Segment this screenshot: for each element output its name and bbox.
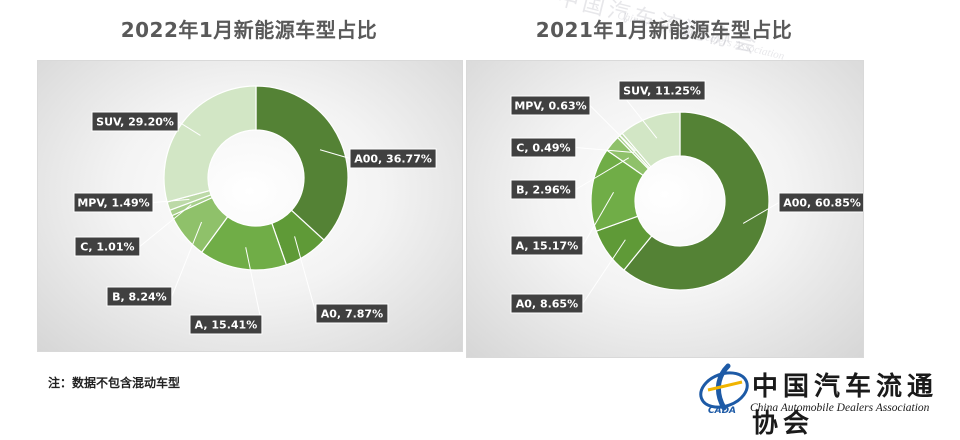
slice-suv [621, 111, 681, 168]
data-label-a00: A00, 36.77% [354, 153, 432, 166]
data-label-box-b [106, 286, 173, 307]
leader-line-suv [177, 121, 201, 136]
data-label-box-a [510, 235, 584, 256]
leader-line-c [139, 204, 192, 247]
chart-title-2021: 2021年1月新能源车型占比 [535, 18, 793, 42]
logo-abbr: CADA [708, 406, 737, 416]
data-label-box-a00 [778, 192, 863, 213]
data-label-box-suv [91, 111, 179, 132]
leader-line-b [575, 157, 630, 190]
cada-emblem-icon [699, 363, 749, 411]
leader-line-a00 [319, 149, 351, 159]
data-label-box-c [510, 137, 577, 158]
leader-line-a00 [742, 202, 780, 224]
data-label-box-a [189, 314, 263, 335]
slice-a00 [623, 111, 770, 291]
chart-panel-2021: A00, 60.85% A0, 8.65% A, 15.17% B, 2.96% C, … [466, 60, 864, 358]
chart-title-2022: 2022年1月新能源车型占比 [120, 18, 378, 42]
data-label-box-b [510, 179, 577, 200]
data-label-mpv: MPV, 1.49% [77, 197, 149, 210]
data-label-box-c [74, 236, 141, 257]
data-label-box-suv [618, 80, 706, 101]
donut-chart-2022: A00, 36.77% A0, 7.87% A, 15.41% B, 8.24% C, … [73, 85, 437, 335]
leader-line-b [171, 221, 203, 297]
data-label-mpv: MPV, 0.63% [514, 100, 586, 113]
leader-line-a [245, 247, 263, 325]
data-label-a00: A00, 60.85% [783, 197, 861, 210]
slice-a00 [255, 85, 349, 241]
data-label-b: B, 2.96% [516, 184, 571, 197]
data-label-suv: SUV, 11.25% [623, 85, 701, 98]
logo-name-en: China Automobile Dealers Association [750, 402, 930, 414]
leader-line-mpv [589, 105, 636, 152]
data-label-a0: A0, 8.65% [516, 298, 578, 311]
data-label-suv: SUV, 29.20% [96, 116, 174, 129]
data-label-c: C, 0.49% [516, 142, 570, 155]
chart-panel-2022: A00, 36.77% A0, 7.87% A, 15.41% B, 8.24% C, … [37, 60, 463, 352]
data-label-box-mpv [73, 192, 154, 213]
leader-line-c [575, 147, 634, 154]
data-label-b: B, 8.24% [112, 291, 167, 304]
data-label-box-mpv [510, 95, 591, 116]
data-label-box-a0 [315, 303, 389, 324]
data-label-a: A, 15.41% [195, 319, 258, 332]
slice-suv [163, 85, 257, 203]
data-label-box-a00 [349, 148, 437, 169]
cada-logo: CADA 中国汽车流通协会 China Automobile Dealers A… [690, 360, 955, 439]
leader-line-a0 [582, 239, 626, 304]
footnote: 注：数据不包含混动车型 [48, 376, 181, 390]
leader-line-a0 [294, 236, 317, 314]
leader-line-a [582, 191, 615, 246]
data-label-a: A, 15.17% [516, 240, 579, 253]
data-label-box-a0 [510, 293, 584, 314]
donut-chart-2021: A00, 60.85% A0, 8.65% A, 15.17% B, 2.96% C, … [510, 80, 863, 314]
data-label-c: C, 1.01% [80, 241, 134, 254]
data-label-a0: A0, 7.87% [321, 308, 383, 321]
